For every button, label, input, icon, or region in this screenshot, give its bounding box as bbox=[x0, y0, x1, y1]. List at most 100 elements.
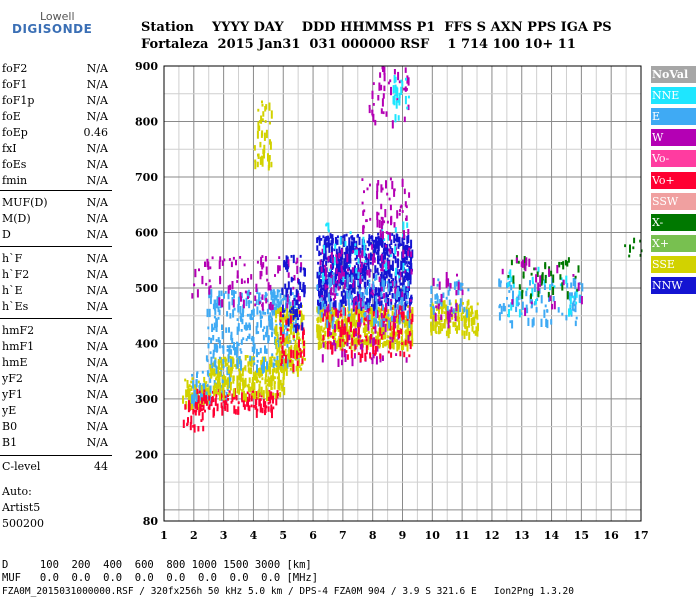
data-point bbox=[357, 352, 360, 355]
data-point bbox=[291, 278, 294, 281]
data-point bbox=[336, 262, 338, 268]
data-point bbox=[209, 394, 212, 400]
data-point bbox=[242, 398, 245, 408]
data-point bbox=[272, 362, 275, 368]
data-point bbox=[268, 365, 270, 372]
data-point bbox=[380, 268, 383, 272]
data-point bbox=[257, 379, 260, 383]
data-point bbox=[354, 270, 357, 276]
data-point bbox=[457, 312, 460, 321]
data-point bbox=[354, 249, 357, 256]
data-point bbox=[255, 406, 258, 409]
data-point bbox=[387, 231, 390, 235]
data-point bbox=[536, 271, 539, 277]
data-point bbox=[388, 271, 391, 277]
data-point bbox=[468, 331, 471, 341]
data-point bbox=[390, 239, 393, 245]
data-point bbox=[295, 357, 298, 361]
data-point bbox=[404, 201, 407, 207]
data-point bbox=[294, 339, 297, 349]
data-point bbox=[409, 310, 412, 313]
data-point bbox=[372, 273, 375, 279]
logo-lowell: Lowell bbox=[40, 10, 75, 23]
data-point bbox=[281, 383, 283, 389]
data-point bbox=[216, 298, 219, 307]
data-point bbox=[264, 356, 267, 362]
data-point bbox=[349, 273, 352, 283]
data-point bbox=[241, 368, 244, 377]
data-point bbox=[218, 309, 221, 316]
data-point bbox=[388, 320, 391, 329]
data-point bbox=[238, 374, 241, 381]
data-point bbox=[345, 233, 348, 237]
data-point bbox=[353, 353, 356, 359]
data-point bbox=[390, 264, 392, 271]
data-point bbox=[322, 272, 324, 282]
data-point bbox=[574, 275, 577, 279]
data-point bbox=[280, 343, 283, 346]
data-point bbox=[249, 324, 251, 331]
data-point bbox=[278, 256, 281, 259]
data-point bbox=[329, 334, 332, 338]
data-point bbox=[256, 408, 259, 412]
data-point bbox=[365, 323, 368, 327]
data-point bbox=[323, 307, 326, 317]
data-point bbox=[187, 417, 189, 423]
data-point bbox=[377, 306, 380, 310]
data-point bbox=[382, 304, 385, 311]
data-point bbox=[367, 302, 370, 309]
data-point bbox=[408, 247, 411, 251]
data-point bbox=[325, 290, 328, 294]
data-point bbox=[383, 336, 386, 340]
data-point bbox=[243, 366, 246, 370]
data-point bbox=[377, 232, 380, 236]
data-point bbox=[443, 320, 446, 329]
data-point bbox=[300, 367, 303, 371]
data-point bbox=[318, 272, 321, 275]
data-point bbox=[319, 333, 322, 340]
data-point bbox=[408, 265, 411, 269]
data-point bbox=[335, 268, 338, 274]
data-point bbox=[218, 376, 221, 379]
data-point bbox=[410, 269, 413, 275]
data-point bbox=[348, 253, 351, 262]
data-point bbox=[401, 312, 404, 318]
data-point bbox=[294, 309, 297, 318]
data-point bbox=[232, 256, 235, 260]
data-point bbox=[261, 294, 264, 300]
data-point bbox=[339, 338, 342, 347]
data-point bbox=[526, 287, 529, 291]
data-point bbox=[197, 399, 200, 403]
data-point bbox=[193, 424, 196, 433]
data-point bbox=[399, 271, 402, 280]
data-point bbox=[411, 330, 414, 339]
data-point bbox=[207, 392, 210, 396]
param-name: yF1 bbox=[2, 388, 23, 401]
data-point bbox=[250, 356, 253, 362]
data-point bbox=[254, 295, 257, 301]
data-point bbox=[300, 262, 303, 271]
data-point bbox=[199, 382, 202, 386]
data-point bbox=[343, 259, 346, 263]
data-point bbox=[377, 247, 380, 256]
data-point bbox=[343, 348, 346, 358]
data-point bbox=[295, 365, 298, 372]
data-point bbox=[402, 277, 405, 287]
data-point bbox=[341, 269, 344, 278]
data-point bbox=[273, 358, 276, 362]
data-point bbox=[218, 297, 221, 306]
data-point bbox=[404, 302, 407, 311]
data-point bbox=[283, 386, 286, 396]
data-point bbox=[381, 278, 384, 287]
data-point bbox=[360, 309, 363, 318]
data-point bbox=[372, 326, 375, 330]
data-point bbox=[398, 212, 401, 216]
data-point bbox=[392, 331, 395, 340]
data-point bbox=[379, 327, 382, 336]
param-value: N/A bbox=[86, 300, 108, 313]
data-point bbox=[193, 389, 196, 393]
data-point bbox=[257, 390, 260, 396]
data-point bbox=[373, 245, 376, 254]
data-point bbox=[289, 367, 292, 371]
y-tick-label: 500 bbox=[135, 282, 158, 295]
